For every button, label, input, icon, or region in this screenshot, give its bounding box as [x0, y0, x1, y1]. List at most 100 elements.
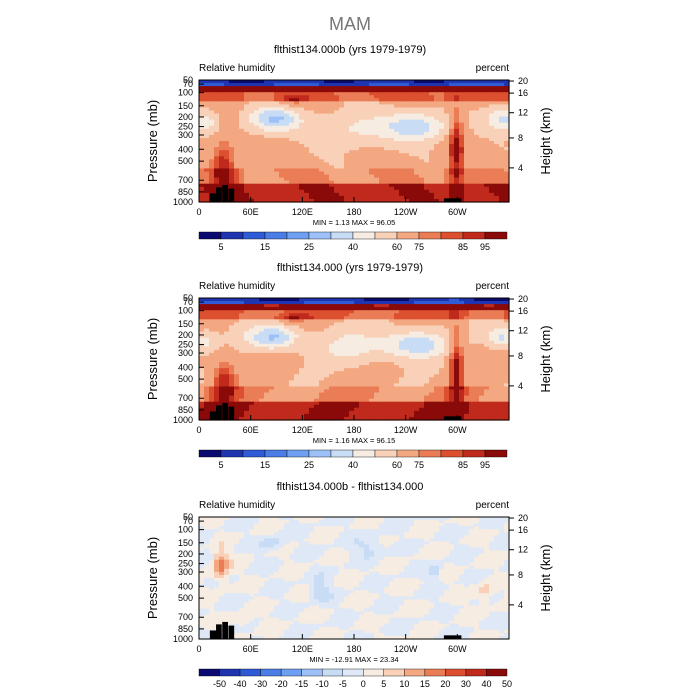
field-cell [344, 98, 350, 102]
field-cell [419, 153, 425, 157]
field-cell [449, 122, 455, 127]
field-cell [464, 343, 470, 348]
field-cell [449, 119, 455, 124]
field-cell [204, 183, 210, 188]
field-cell [374, 192, 380, 197]
field-cell [294, 328, 300, 333]
field-cell [289, 122, 295, 127]
field-cell [499, 410, 505, 415]
field-cell [484, 137, 490, 142]
field-cell [364, 198, 370, 203]
field-cell [414, 162, 420, 166]
field-cell [344, 374, 350, 378]
field-cell [419, 192, 425, 197]
field-cell [354, 343, 360, 348]
field-cell [399, 189, 405, 194]
field-cell [504, 198, 510, 203]
field-cell [289, 355, 295, 360]
field-cell [404, 134, 410, 139]
field-cell [209, 189, 215, 194]
field-cell [409, 113, 415, 118]
field-cell [249, 307, 255, 311]
field-cell [469, 340, 475, 345]
field-cell [454, 98, 460, 102]
field-cell [369, 198, 375, 203]
field-cell [319, 316, 325, 320]
field-cell [364, 92, 370, 96]
field-cell [289, 398, 295, 403]
field-cell [369, 162, 375, 166]
field-cell [419, 156, 425, 160]
field-cell [259, 80, 265, 84]
field-cell [319, 319, 325, 323]
field-cell [244, 368, 250, 372]
field-cell [399, 195, 405, 200]
field-cell [309, 122, 315, 127]
field-cell [404, 86, 410, 90]
field-cell [504, 165, 510, 170]
field-cell [239, 328, 245, 333]
field-cell [384, 168, 390, 173]
field-cell [439, 107, 445, 112]
field-cell [439, 349, 445, 354]
field-cell [499, 171, 505, 176]
field-cell [404, 346, 410, 351]
field-cell [374, 177, 380, 182]
field-cell [444, 189, 450, 194]
field-cell [469, 398, 475, 403]
field-cell [414, 413, 420, 418]
field-cell [339, 98, 345, 102]
field-cell [454, 328, 460, 333]
field-cell [444, 355, 450, 360]
field-cell [504, 183, 510, 188]
field-cell [504, 334, 510, 339]
field-cell [329, 189, 335, 194]
field-cell [349, 116, 355, 121]
field-cell [359, 380, 365, 384]
field-cell [344, 313, 350, 317]
field-cell [434, 125, 440, 130]
field-cell [459, 355, 465, 360]
field-cell [254, 313, 260, 317]
field-cell [394, 177, 400, 182]
field-cell [239, 365, 245, 369]
field-cell [419, 125, 425, 130]
field-cell [419, 165, 425, 170]
field-cell [384, 343, 390, 348]
field-cell [269, 352, 275, 357]
field-cell [384, 116, 390, 121]
field-cell [459, 413, 465, 418]
field-cell [324, 410, 330, 415]
field-cell [274, 310, 280, 314]
field-cell [359, 131, 365, 136]
field-cell [264, 171, 270, 176]
field-cell [399, 328, 405, 333]
field-cell [354, 131, 360, 136]
field-cell [484, 355, 490, 360]
field-cell [294, 398, 300, 403]
field-cell [334, 386, 340, 391]
field-cell [424, 162, 430, 166]
field-cell [369, 137, 375, 142]
field-cell [199, 340, 205, 345]
field-cell [399, 383, 405, 388]
field-cell [459, 352, 465, 357]
field-cell [434, 165, 440, 170]
field-cell [424, 304, 430, 308]
field-cell [374, 325, 380, 330]
field-cell [304, 355, 310, 360]
field-cell [344, 86, 350, 90]
y-tick-label: 200 [178, 112, 193, 122]
field-cell [439, 331, 445, 336]
field-cell [324, 313, 330, 317]
y-tick-label: 300 [178, 130, 193, 140]
field-cell [329, 298, 335, 302]
field-cell [239, 168, 245, 173]
field-cell [399, 168, 405, 173]
field-cell [374, 83, 380, 87]
field-cell [359, 83, 365, 87]
field-cell [489, 180, 495, 185]
field-cell [444, 134, 450, 139]
field-cell [329, 122, 335, 127]
field-cell [434, 89, 440, 93]
